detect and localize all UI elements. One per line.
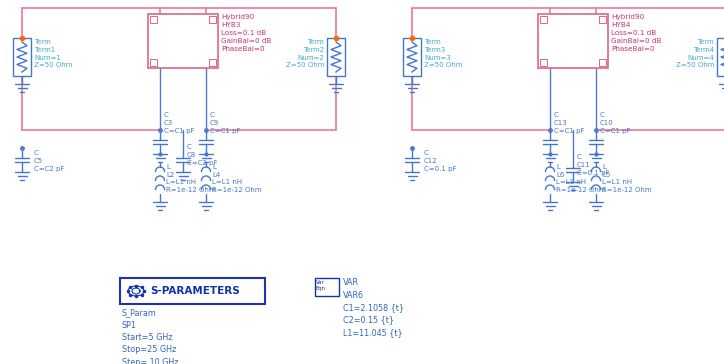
Bar: [327, 38, 345, 76]
Bar: [150, 59, 157, 66]
Text: Hybrid90
HYB3
Loss=0.1 dB
GainBal=0 dB
PhaseBal=0: Hybrid90 HYB3 Loss=0.1 dB GainBal=0 dB P…: [221, 14, 272, 52]
Bar: [599, 16, 606, 23]
Bar: [209, 59, 216, 66]
Bar: [148, 14, 218, 68]
Bar: [540, 59, 547, 66]
Text: VAR
VAR6
C1=2.1058 {t}
C2=0.15 {t}
L1=11.045 {t}: VAR VAR6 C1=2.1058 {t} C2=0.15 {t} L1=11…: [343, 278, 404, 337]
Text: C
C9
C=C1 pF: C C9 C=C1 pF: [210, 112, 240, 134]
Text: S-PARAMETERS: S-PARAMETERS: [150, 286, 240, 296]
Text: C
C8
C=C2 pF: C C8 C=C2 pF: [187, 144, 217, 166]
Text: Term
Term2
Num=2
Z=50 Ohm: Term Term2 Num=2 Z=50 Ohm: [285, 39, 324, 68]
Text: L
L4
L=L1 nH
R=1e-12 Ohm: L L4 L=L1 nH R=1e-12 Ohm: [212, 164, 261, 193]
Bar: [120, 278, 265, 304]
Text: C
C11
C=0.1 pF: C C11 C=0.1 pF: [577, 154, 610, 175]
Bar: [150, 16, 157, 23]
Text: C
C3
C=C1 pF: C C3 C=C1 pF: [164, 112, 195, 134]
Bar: [209, 16, 216, 23]
Text: Term
Term3
Num=3
Z=50 Ohm: Term Term3 Num=3 Z=50 Ohm: [424, 39, 463, 68]
Text: L
L2
L=L1 nH
R=1e-12 Ohm: L L2 L=L1 nH R=1e-12 Ohm: [166, 164, 216, 193]
Bar: [717, 38, 724, 76]
Bar: [403, 38, 421, 76]
Text: Term
Term4
Num=4
Z=50 Ohm: Term Term4 Num=4 Z=50 Ohm: [675, 39, 714, 68]
Bar: [13, 38, 31, 76]
Text: C
C5
C=C2 pF: C C5 C=C2 pF: [34, 150, 64, 171]
Text: C
C12
C=0.1 pF: C C12 C=0.1 pF: [424, 150, 457, 171]
Text: L
L5
L=L1 nH
R=1e-12 Ohm: L L5 L=L1 nH R=1e-12 Ohm: [602, 164, 652, 193]
Text: Hybrid90
HYB4
Loss=0.1 dB
GainBal=0 dB
PhaseBal=0: Hybrid90 HYB4 Loss=0.1 dB GainBal=0 dB P…: [611, 14, 662, 52]
Bar: [538, 14, 608, 68]
Text: Term
Term1
Num=1
Z=50 Ohm: Term Term1 Num=1 Z=50 Ohm: [34, 39, 72, 68]
Text: Var
Eqn: Var Eqn: [316, 280, 326, 291]
Bar: [599, 59, 606, 66]
Text: L
L6
L=L1 nH
R=1e-12 Ohm: L L6 L=L1 nH R=1e-12 Ohm: [556, 164, 605, 193]
Text: C
C13
C=C1 pF: C C13 C=C1 pF: [554, 112, 584, 134]
Text: C
C10
C=C1 pF: C C10 C=C1 pF: [600, 112, 631, 134]
Bar: [540, 16, 547, 23]
Text: S_Param
SP1
Start=5 GHz
Stop=25 GHz
Step=.10 GHz: S_Param SP1 Start=5 GHz Stop=25 GHz Step…: [122, 308, 179, 364]
Bar: [315, 278, 339, 296]
